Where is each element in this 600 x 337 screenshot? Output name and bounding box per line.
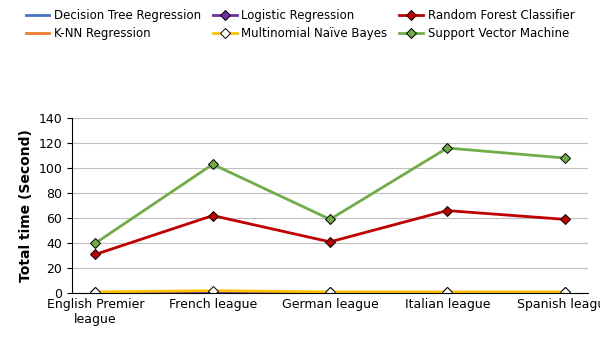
Logistic Regression <box>443 290 451 294</box>
Logistic Regression <box>209 290 217 294</box>
Logistic Regression <box>561 290 568 294</box>
Decision Tree Regression <box>92 290 99 294</box>
K-NN Regression <box>561 290 568 294</box>
Random Forest Classifier <box>209 214 217 218</box>
Logistic Regression <box>92 290 99 294</box>
K-NN Regression <box>443 290 451 294</box>
Decision Tree Regression <box>209 290 217 294</box>
Multinomial Naïve Bayes <box>561 290 568 294</box>
Support Vector Machine <box>561 156 568 160</box>
K-NN Regression <box>209 290 217 294</box>
Support Vector Machine <box>209 162 217 166</box>
K-NN Regression <box>92 290 99 294</box>
Random Forest Classifier <box>561 217 568 221</box>
Random Forest Classifier <box>326 240 334 244</box>
Multinomial Naïve Bayes <box>326 290 334 294</box>
Support Vector Machine <box>326 217 334 221</box>
Random Forest Classifier <box>443 209 451 213</box>
Y-axis label: Total time (Second): Total time (Second) <box>19 129 33 282</box>
Line: Multinomial Naïve Bayes: Multinomial Naïve Bayes <box>92 287 568 296</box>
Support Vector Machine <box>443 146 451 150</box>
Random Forest Classifier <box>92 252 99 256</box>
Line: Random Forest Classifier: Random Forest Classifier <box>92 207 568 258</box>
Line: Logistic Regression: Logistic Regression <box>92 288 568 296</box>
Line: Support Vector Machine: Support Vector Machine <box>92 145 568 247</box>
Support Vector Machine <box>92 241 99 245</box>
Legend: Decision Tree Regression, K-NN Regression, Logistic Regression, Multinomial Naïv: Decision Tree Regression, K-NN Regressio… <box>22 6 578 44</box>
K-NN Regression <box>326 290 334 294</box>
Decision Tree Regression <box>443 290 451 294</box>
Decision Tree Regression <box>326 290 334 294</box>
Decision Tree Regression <box>561 290 568 294</box>
Multinomial Naïve Bayes <box>209 289 217 293</box>
Multinomial Naïve Bayes <box>92 290 99 294</box>
Multinomial Naïve Bayes <box>443 290 451 294</box>
Logistic Regression <box>326 290 334 294</box>
